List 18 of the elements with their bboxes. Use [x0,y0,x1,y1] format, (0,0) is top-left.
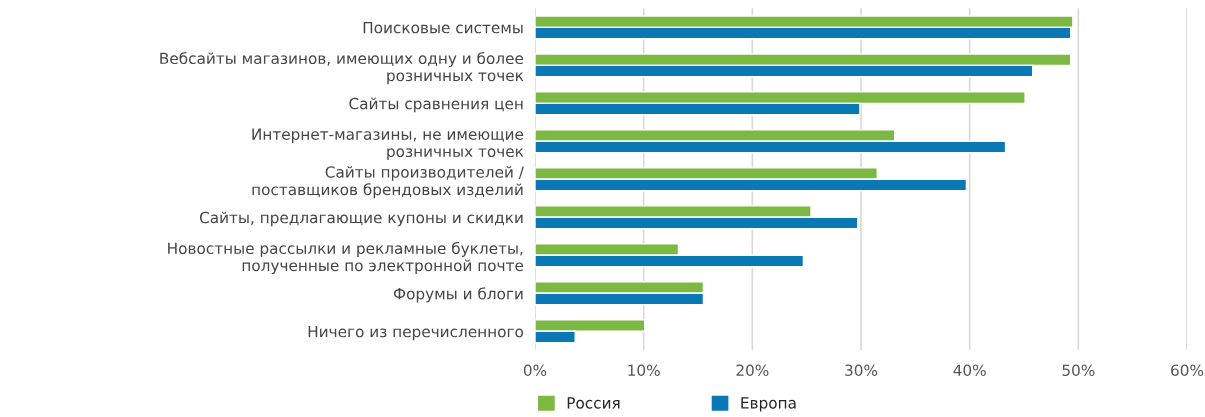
x-tick-label: 0% [523,364,547,376]
y-tick-label: Сайты сравнения цен [349,97,523,113]
x-tick-label: 30% [845,364,878,376]
x-tick-label: 50% [1062,364,1095,376]
y-tick-label: Форумы и блоги [393,287,523,303]
y-tick-label: Поисковые системы [363,22,523,34]
y-tick-label: Сайты, предлагающие купоны и скидки [199,211,523,227]
y-tick-label: Новостные рассылки и рекламные буклеты, полученные по электронной почте [168,241,524,275]
legend-label: Европа [741,397,796,412]
x-tick-label: 40% [953,364,986,376]
y-tick-label: Ничего из перечисленного [308,325,524,341]
y-tick-label: Интернет-магазины, не имеющие розничных точек [252,128,524,161]
x-tick-label: 20% [736,364,769,376]
x-tick-label: 60% [1171,364,1204,376]
y-tick-label: Вебсайты магазинов, имеющих одну и более розничных точек [160,52,524,85]
y-tick-label: Сайты производителей / поставщиков брендовых изделий [252,166,524,199]
legend-label: Россия [567,397,620,409]
x-tick-label: 10% [628,364,660,376]
